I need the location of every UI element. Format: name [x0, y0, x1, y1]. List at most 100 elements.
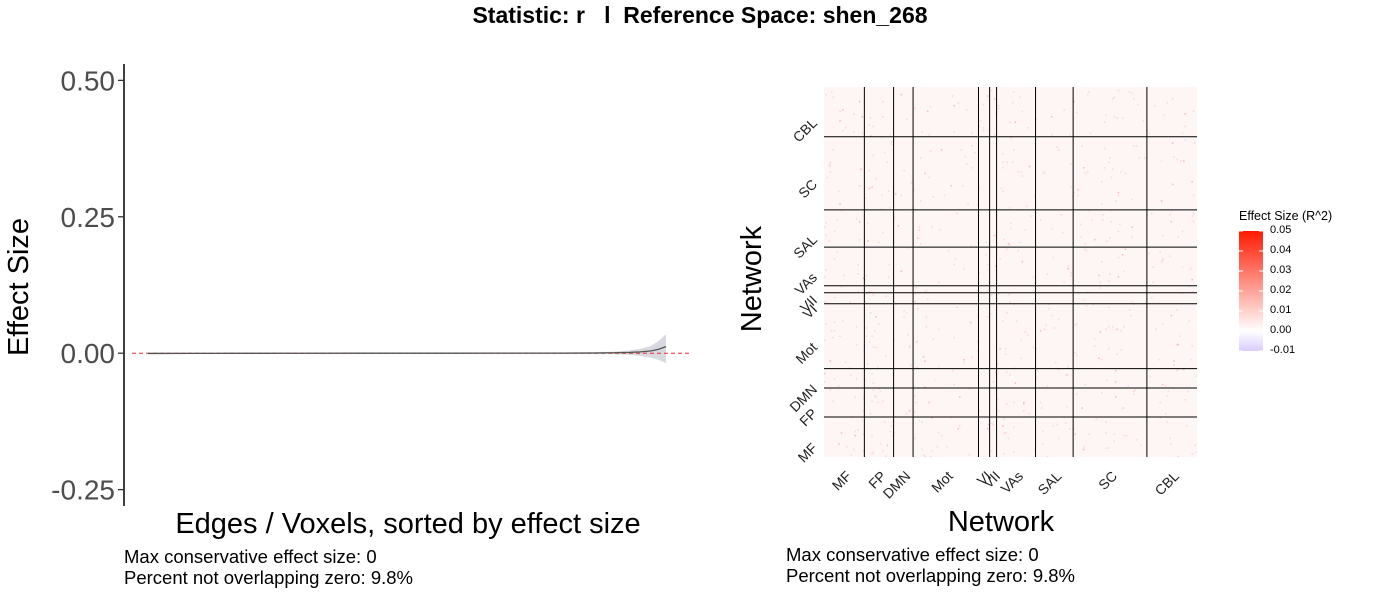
heatmap-cell: [1028, 165, 1031, 168]
heatmap-cell: [1081, 144, 1083, 147]
heatmap-cell: [908, 410, 911, 412]
heatmap-cell: [974, 151, 976, 154]
heatmap-cell: [971, 356, 974, 358]
heatmap-cell: [826, 176, 829, 179]
heatmap-cell: [995, 135, 997, 137]
heatmap-cell: [829, 162, 832, 165]
heatmap-cell: [1057, 368, 1060, 371]
heatmap-cell: [903, 310, 905, 313]
heatmap-cell: [900, 270, 903, 273]
heatmap-cell: [1013, 91, 1015, 93]
heatmap-cell: [999, 347, 1001, 350]
heatmap-cell: [1088, 209, 1090, 212]
heatmap-cell: [1004, 353, 1007, 355]
heatmap-cell: [1085, 249, 1088, 252]
heatmap-cell: [1021, 175, 1024, 177]
heatmap-cell: [1081, 407, 1083, 409]
heatmap-cell: [1160, 200, 1163, 202]
heatmap-cell: [1075, 393, 1078, 395]
heatmap-cell: [867, 363, 869, 365]
heatmap-cell: [1013, 367, 1015, 369]
heatmap-cell: [932, 196, 935, 198]
heatmap-cell: [1046, 455, 1049, 458]
heatmap-cell: [1131, 236, 1134, 238]
heatmap-cell: [871, 400, 873, 402]
heatmap-cell: [903, 316, 905, 318]
heatmap-cell: [1089, 132, 1092, 135]
heatmap-cell: [1006, 403, 1008, 405]
heatmap-cell: [1028, 412, 1031, 415]
heatmap-cell: [986, 263, 989, 266]
heatmap-cell: [1053, 327, 1056, 329]
heatmap-cell: [1006, 161, 1008, 164]
heatmap-cell: [908, 345, 911, 347]
legend-title: Effect Size (R^2): [1239, 209, 1333, 223]
heatmap-cell: [924, 455, 926, 458]
heatmap-cell: [1087, 291, 1089, 293]
heatmap-cell: [1153, 104, 1156, 107]
heatmap-cell: [1017, 249, 1019, 252]
heatmap-cell: [842, 320, 844, 322]
heatmap-cell: [1183, 368, 1185, 371]
reference-space-label: Reference Space: shen_268: [623, 2, 928, 28]
heatmap-cell: [918, 229, 921, 231]
heatmap-cell: [1116, 117, 1118, 119]
left-max-effect-text: Max conservative effect size: 0: [124, 546, 377, 567]
heatmap-cell: [868, 291, 871, 293]
heatmap-cell: [853, 131, 855, 133]
heatmap-cells: [824, 89, 1198, 458]
heatmap-cell: [833, 230, 836, 233]
heatmap-cell: [860, 168, 862, 170]
heatmap-cell: [1107, 161, 1110, 164]
heatmap-cell: [1042, 171, 1045, 173]
heatmap-cell: [858, 220, 861, 223]
heatmap-cell: [1084, 248, 1086, 251]
heatmap-cell: [906, 118, 908, 121]
heatmap-cell: [872, 154, 875, 157]
heatmap-cell: [1109, 273, 1111, 275]
heatmap-cell: [929, 455, 932, 458]
heatmap-cell: [1176, 370, 1178, 372]
heatmap-cell: [825, 234, 827, 237]
heatmap-cell: [829, 161, 832, 164]
heatmap-cell: [1121, 117, 1124, 119]
heatmap-cell: [1116, 328, 1118, 331]
heatmap-cell: [1123, 407, 1125, 409]
heatmap-cell: [875, 178, 877, 180]
heatmap-cell: [1056, 423, 1058, 426]
heatmap-cell: [860, 185, 862, 187]
heatmap-cell: [1159, 251, 1161, 253]
heatmap-cell: [1181, 266, 1184, 268]
heatmap-cell: [982, 127, 985, 129]
right-caption: Max conservative effect size: 0 Percent …: [786, 544, 1075, 586]
heatmap-cell: [906, 312, 908, 314]
heatmap-cell: [1121, 254, 1124, 256]
heatmap-cell: [849, 300, 851, 303]
heatmap-cell: [1071, 196, 1074, 198]
y-tick-label: 0.25: [61, 202, 116, 233]
heatmap-cell: [869, 312, 872, 314]
heatmap-cell: [911, 180, 914, 183]
heatmap-cell: [1135, 439, 1138, 441]
heatmap-cell: [1006, 312, 1008, 314]
heatmap-cell: [1185, 425, 1188, 427]
heatmap-cell: [986, 289, 989, 292]
heatmap-cell: [1027, 127, 1029, 129]
heatmap-cell: [832, 96, 834, 99]
heatmap-cell: [1188, 285, 1191, 288]
heatmap-cell: [878, 323, 880, 325]
heatmap-cell: [839, 335, 841, 338]
heatmap-cell: [1039, 219, 1042, 222]
heatmap-cell: [900, 93, 903, 96]
heatmap-cell: [1162, 259, 1164, 262]
heatmap-cell: [1004, 347, 1007, 350]
heatmap-cell: [940, 434, 943, 437]
heatmap-cell: [894, 303, 897, 306]
heatmap-cell: [924, 360, 926, 362]
heatmap-cell: [977, 350, 979, 353]
heatmap-cell: [1159, 401, 1161, 404]
heatmap-cell: [977, 341, 979, 343]
heatmap-cell: [1020, 171, 1022, 173]
heatmap-cell: [936, 445, 939, 448]
heatmap-cell: [995, 371, 997, 373]
